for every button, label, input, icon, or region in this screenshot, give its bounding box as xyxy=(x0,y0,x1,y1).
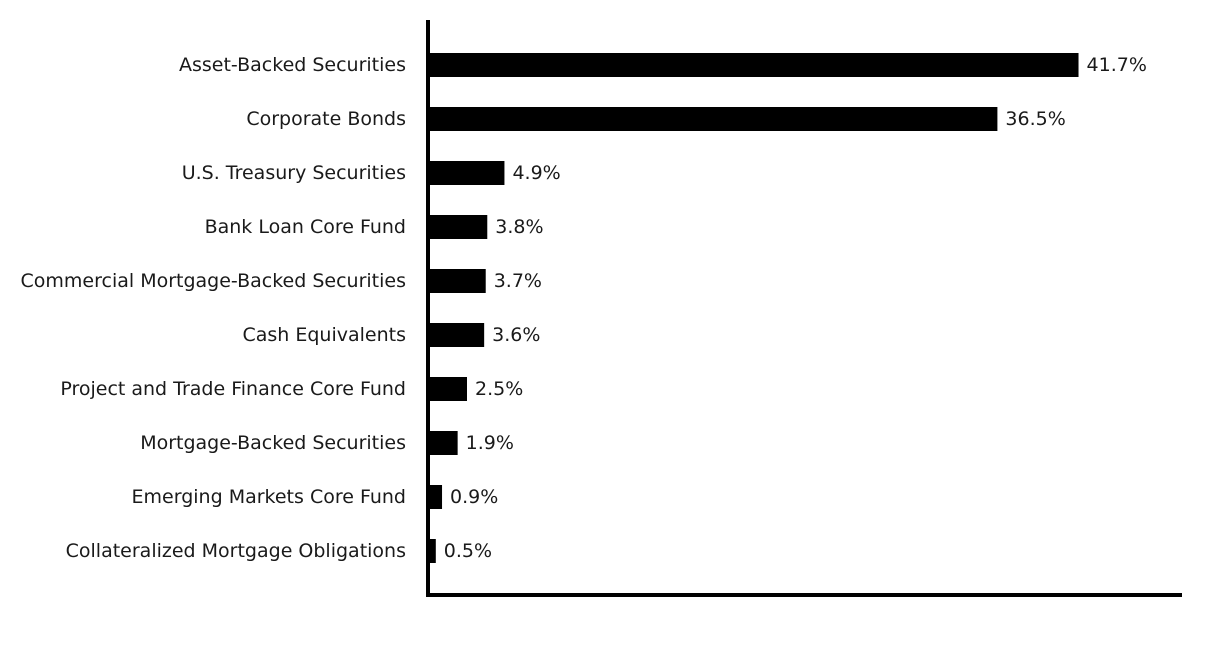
labels-layer: Asset-Backed Securities 41.7% Corporate Bo… xyxy=(21,54,1147,562)
value-label: 3.8% xyxy=(495,216,543,238)
value-label: 0.9% xyxy=(450,486,498,508)
bar xyxy=(428,107,998,131)
category-label: U.S. Treasury Securities xyxy=(182,162,406,184)
category-label: Asset-Backed Securities xyxy=(179,54,406,76)
category-label: Collateralized Mortgage Obligations xyxy=(66,540,406,562)
bar xyxy=(428,539,436,563)
value-label: 36.5% xyxy=(1005,108,1065,130)
category-label: Cash Equivalents xyxy=(242,324,406,346)
category-label: Project and Trade Finance Core Fund xyxy=(60,378,406,400)
category-label: Corporate Bonds xyxy=(246,108,406,130)
value-label: 0.5% xyxy=(444,540,492,562)
bar xyxy=(428,53,1079,77)
value-label: 41.7% xyxy=(1087,54,1147,76)
value-label: 2.5% xyxy=(475,378,523,400)
category-label: Commercial Mortgage-Backed Securities xyxy=(21,270,406,292)
value-label: 4.9% xyxy=(512,162,560,184)
bar xyxy=(428,323,485,347)
bar xyxy=(428,215,488,239)
category-label: Emerging Markets Core Fund xyxy=(132,486,406,508)
value-label: 3.6% xyxy=(492,324,540,346)
value-label: 1.9% xyxy=(466,432,514,454)
value-label: 3.7% xyxy=(494,270,542,292)
bar xyxy=(428,269,486,293)
bar xyxy=(428,377,467,401)
bar xyxy=(428,161,505,185)
category-label: Mortgage-Backed Securities xyxy=(140,432,406,454)
bars-layer xyxy=(428,53,1079,563)
bar xyxy=(428,485,443,509)
bar xyxy=(428,431,458,455)
category-label: Bank Loan Core Fund xyxy=(205,216,406,238)
